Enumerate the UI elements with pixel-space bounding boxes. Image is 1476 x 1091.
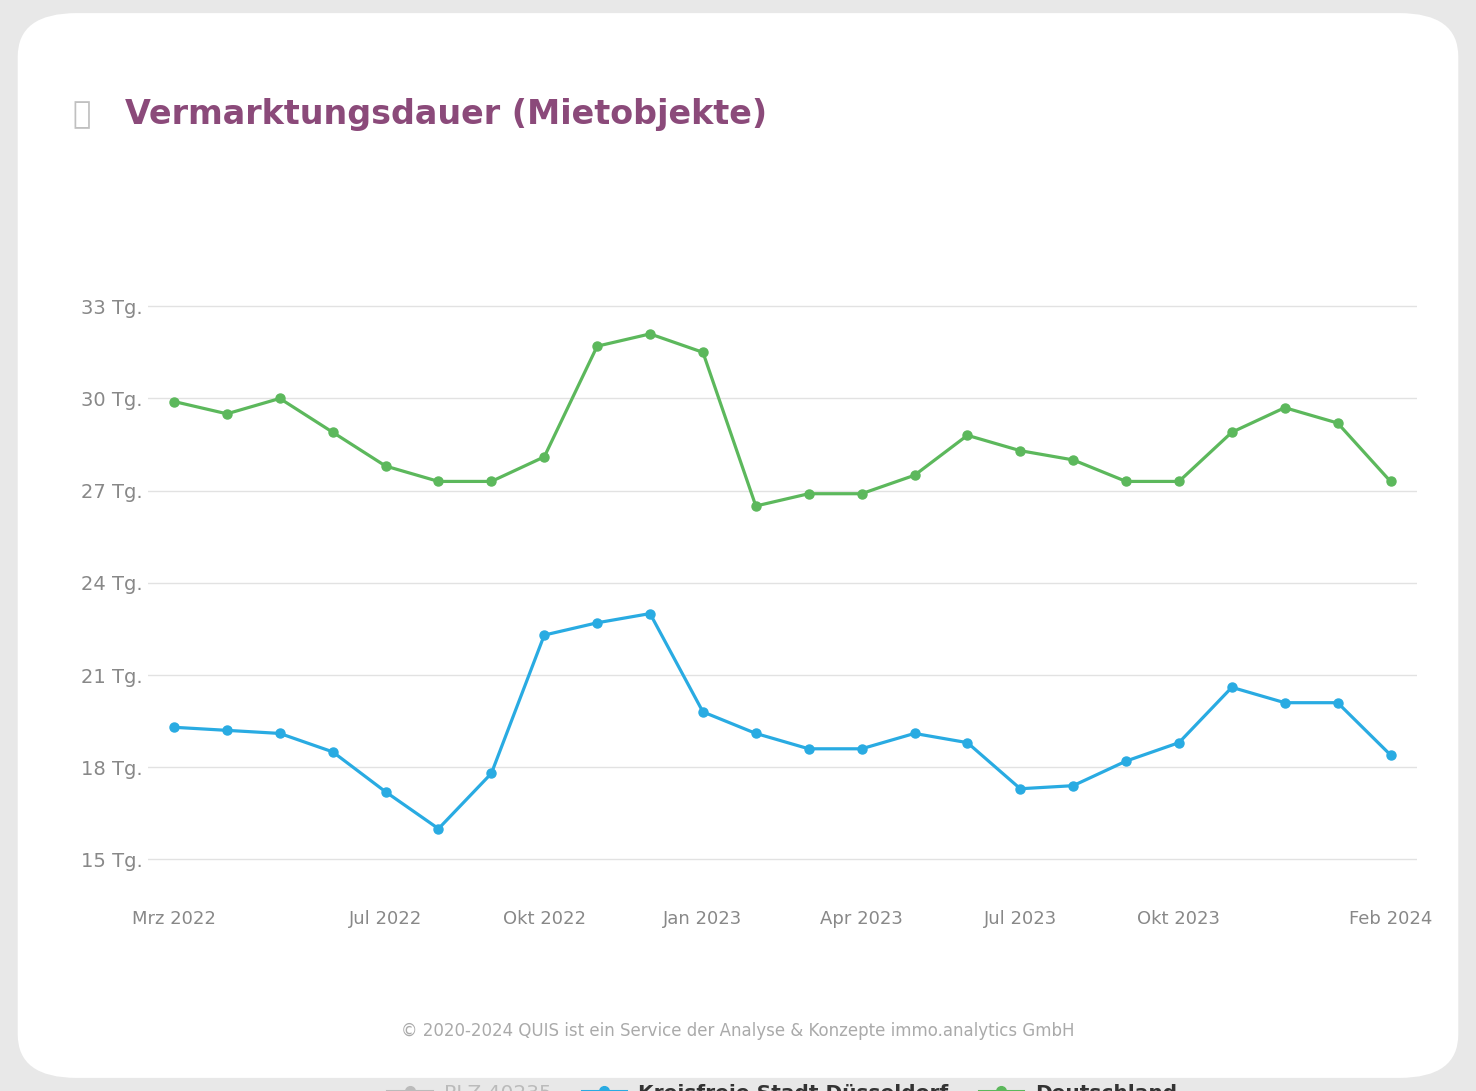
Text: © 2020-2024 QUIS ist ein Service der Analyse & Konzepte immo.analytics GmbH: © 2020-2024 QUIS ist ein Service der Ana… (401, 1022, 1075, 1040)
Legend: PLZ 40235, Kreisfreie Stadt Düsseldorf, Deutschland: PLZ 40235, Kreisfreie Stadt Düsseldorf, … (379, 1076, 1185, 1091)
Text: Vermarktungsdauer (Mietobjekte): Vermarktungsdauer (Mietobjekte) (125, 98, 768, 131)
Text: 🔔: 🔔 (72, 100, 90, 129)
